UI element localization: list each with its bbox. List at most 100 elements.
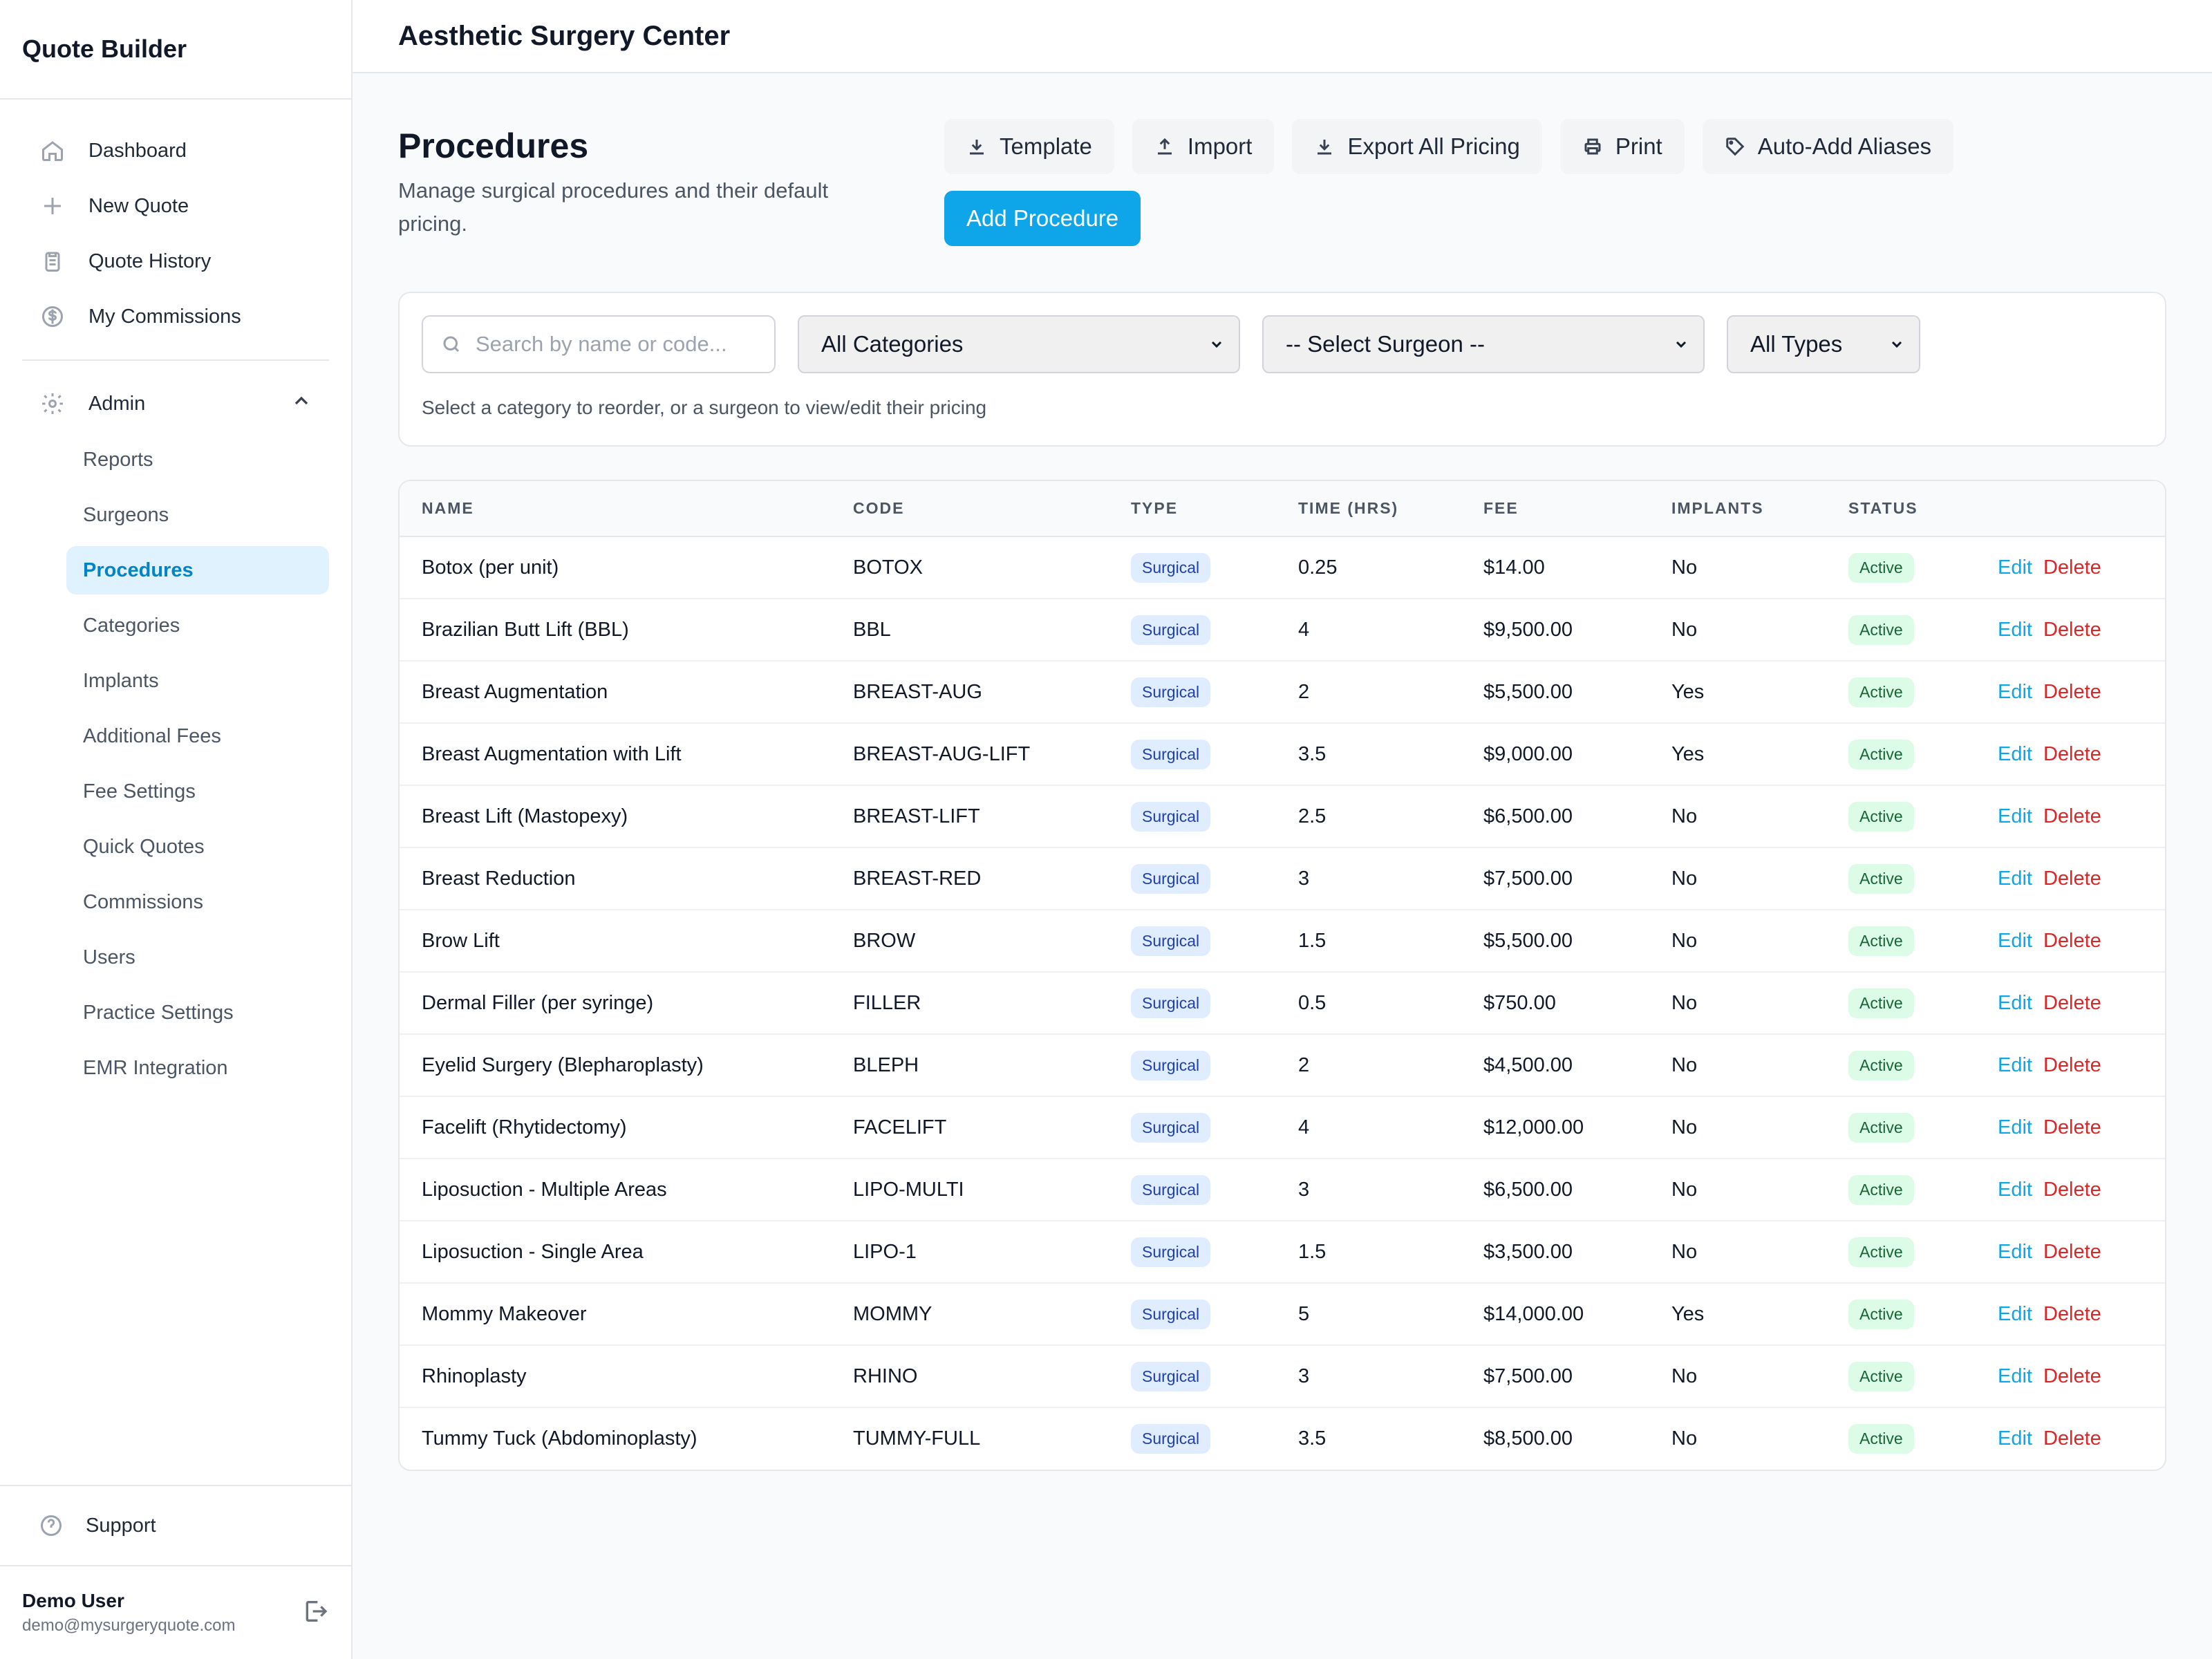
type-badge: Surgical xyxy=(1131,1237,1211,1267)
chevron-up-icon xyxy=(290,390,312,418)
logout-icon[interactable] xyxy=(301,1597,329,1629)
sidebar-item-surgeons[interactable]: Surgeons xyxy=(83,503,169,526)
edit-link[interactable]: Edit xyxy=(1998,1302,2032,1325)
export-all-pricing-button[interactable]: Export All Pricing xyxy=(1292,119,1542,174)
cell-code: FILLER xyxy=(853,991,921,1014)
sidebar-item-procedures[interactable]: Procedures xyxy=(66,546,329,594)
page-title: Procedures xyxy=(398,126,589,165)
table-row: Breast Augmentation BREAST-AUG Surgical 2 $5… xyxy=(400,661,2165,723)
delete-link[interactable]: Delete xyxy=(2043,1427,2101,1450)
import-button[interactable]: Import xyxy=(1132,119,1275,174)
support-link[interactable]: Support xyxy=(22,1501,329,1550)
cell-time: 3.5 xyxy=(1298,1427,1327,1450)
table-row: Rhinoplasty RHINO Surgical 3 $7,500.00 No Acti… xyxy=(400,1345,2165,1407)
edit-link[interactable]: Edit xyxy=(1998,991,2032,1014)
surgeon-select[interactable]: -- Select Surgeon -- xyxy=(1262,315,1705,373)
category-select[interactable]: All Categories xyxy=(798,315,1240,373)
cell-name: Breast Lift (Mastopexy) xyxy=(422,805,628,827)
gear-icon xyxy=(39,390,66,418)
delete-link[interactable]: Delete xyxy=(2043,867,2101,890)
edit-link[interactable]: Edit xyxy=(1998,742,2032,765)
edit-link[interactable]: Edit xyxy=(1998,929,2032,952)
type-badge: Surgical xyxy=(1131,863,1211,894)
delete-link[interactable]: Delete xyxy=(2043,1116,2101,1138)
status-badge: Active xyxy=(1848,926,1914,956)
cell-status: Active xyxy=(1826,1345,1976,1407)
edit-link[interactable]: Edit xyxy=(1998,1427,2032,1450)
type-select[interactable]: All Types xyxy=(1727,315,1920,373)
delete-link[interactable]: Delete xyxy=(2043,680,2101,703)
delete-link[interactable]: Delete xyxy=(2043,1302,2101,1325)
edit-link[interactable]: Edit xyxy=(1998,1178,2032,1201)
sidebar-item-implants[interactable]: Implants xyxy=(83,669,159,692)
cell-name: Liposuction - Multiple Areas xyxy=(422,1178,667,1201)
sidebar-item-commissions[interactable]: Commissions xyxy=(83,890,204,913)
delete-link[interactable]: Delete xyxy=(2043,1053,2101,1076)
cell-type: Surgical xyxy=(1109,1345,1276,1407)
sidebar-item-additional-fees[interactable]: Additional Fees xyxy=(83,724,221,747)
user-info: Demo User demo@mysurgeryquote.com xyxy=(22,1590,235,1635)
delete-link[interactable]: Delete xyxy=(2043,929,2101,952)
sidebar-item-emr-integration[interactable]: EMR Integration xyxy=(83,1056,228,1079)
sidebar-item-categories[interactable]: Categories xyxy=(83,614,180,637)
edit-link[interactable]: Edit xyxy=(1998,1365,2032,1387)
edit-link[interactable]: Edit xyxy=(1998,556,2032,579)
sidebar-item-my-commissions[interactable]: My Commissions xyxy=(22,293,329,340)
download-icon xyxy=(970,140,984,155)
user-email: demo@mysurgeryquote.com xyxy=(22,1616,236,1635)
delete-link[interactable]: Delete xyxy=(2043,1178,2101,1201)
delete-link[interactable]: Delete xyxy=(2043,805,2101,827)
edit-link[interactable]: Edit xyxy=(1998,1053,2032,1076)
sidebar-item-practice-settings[interactable]: Practice Settings xyxy=(83,1001,234,1024)
sidebar-item-users[interactable]: Users xyxy=(83,946,135,968)
type-badge: Surgical xyxy=(1131,1424,1211,1454)
search-input[interactable] xyxy=(476,332,766,357)
delete-link[interactable]: Delete xyxy=(2043,556,2101,579)
type-badge: Surgical xyxy=(1131,1174,1211,1205)
edit-link[interactable]: Edit xyxy=(1998,867,2032,890)
type-badge: Surgical xyxy=(1131,1112,1211,1143)
type-badge: Surgical xyxy=(1131,926,1211,956)
cell-status: Active xyxy=(1826,723,1976,785)
print-button[interactable]: Print xyxy=(1559,119,1685,174)
sidebar-item-dashboard[interactable]: Dashboard xyxy=(22,127,329,174)
cell-implants: No xyxy=(1671,618,1698,641)
delete-link[interactable]: Delete xyxy=(2043,618,2101,641)
sidebar-item-quick-quotes[interactable]: Quick Quotes xyxy=(83,835,205,858)
sidebar-item-quote-history[interactable]: Quote History xyxy=(22,238,329,285)
help-circle-icon xyxy=(41,1515,62,1536)
edit-link[interactable]: Edit xyxy=(1998,1240,2032,1263)
edit-link[interactable]: Edit xyxy=(1998,805,2032,827)
cell-time: 4 xyxy=(1298,1116,1310,1138)
delete-link[interactable]: Delete xyxy=(2043,1240,2101,1263)
table-row: Liposuction - Multiple Areas LIPO-MULTI Su… xyxy=(400,1159,2165,1221)
cell-actions: Edit Delete xyxy=(1976,785,2165,847)
auto-add-aliases-button[interactable]: Auto-Add Aliases xyxy=(1702,119,1954,174)
add-procedure-button[interactable]: Add Procedure xyxy=(944,191,1141,246)
cell-fee: $14,000.00 xyxy=(1483,1302,1584,1325)
cell-name: Dermal Filler (per syringe) xyxy=(422,991,654,1014)
print-label: Print xyxy=(1615,133,1662,159)
cell-status: Active xyxy=(1826,1221,1976,1283)
delete-link[interactable]: Delete xyxy=(2043,1365,2101,1387)
cell-type: Surgical xyxy=(1109,1034,1276,1096)
delete-link[interactable]: Delete xyxy=(2043,742,2101,765)
sidebar-item-reports[interactable]: Reports xyxy=(83,448,153,471)
page-header: Procedures Manage surgical procedures an… xyxy=(398,119,2166,292)
delete-link[interactable]: Delete xyxy=(2043,991,2101,1014)
sidebar-item-new-quote[interactable]: New Quote xyxy=(22,182,329,229)
sidebar-item-fee-settings[interactable]: Fee Settings xyxy=(83,780,196,803)
cell-code: BREAST-RED xyxy=(853,867,982,890)
edit-link[interactable]: Edit xyxy=(1998,618,2032,641)
cell-implants: No xyxy=(1671,1365,1698,1387)
cell-type: Surgical xyxy=(1109,536,1276,599)
status-badge: Active xyxy=(1848,739,1914,769)
template-button[interactable]: Template xyxy=(944,119,1114,174)
download-icon xyxy=(1318,140,1332,155)
edit-link[interactable]: Edit xyxy=(1998,1116,2032,1138)
sidebar-item-admin[interactable]: Admin xyxy=(22,380,329,427)
cell-time: 1.5 xyxy=(1298,1240,1327,1263)
search-icon xyxy=(443,336,460,353)
table-row: Breast Augmentation with Lift BREAST-AUG-… xyxy=(400,723,2165,785)
edit-link[interactable]: Edit xyxy=(1998,680,2032,703)
